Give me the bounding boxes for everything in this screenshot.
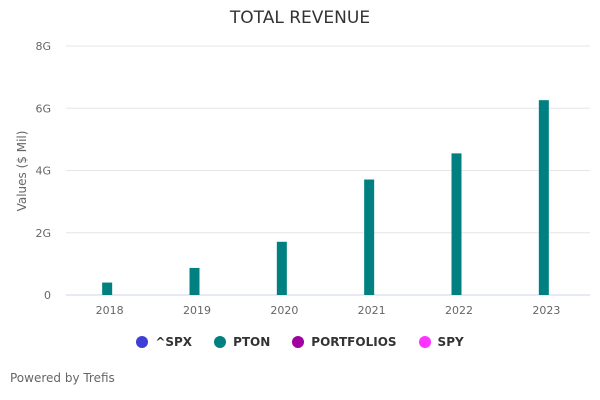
- y-tick-label: 2G: [35, 227, 51, 240]
- y-tick-label: 6G: [35, 102, 51, 115]
- x-tick-label: 2023: [532, 304, 560, 317]
- y-tick-label: 8G: [35, 40, 51, 53]
- bar-pton-2021: [364, 179, 375, 295]
- bar-pton-2018: [102, 282, 113, 295]
- legend-label: PTON: [233, 335, 271, 349]
- legend-item-spx[interactable]: ^SPX: [136, 335, 192, 349]
- x-tick-label: 2022: [445, 304, 473, 317]
- y-tick-label: 4G: [35, 165, 51, 178]
- x-tick-label: 2021: [358, 304, 386, 317]
- legend-item-pton[interactable]: PTON: [214, 335, 270, 349]
- legend: ^SPX PTON PORTFOLIOS SPY: [0, 335, 600, 349]
- y-axis-label: Values ($ Mil): [15, 131, 29, 212]
- powered-by-credit[interactable]: Powered by Trefis: [10, 371, 115, 385]
- legend-item-portfolios[interactable]: PORTFOLIOS: [292, 335, 397, 349]
- legend-label: ^SPX: [155, 335, 193, 349]
- y-tick-label: 0: [44, 289, 51, 302]
- legend-label: SPY: [437, 335, 464, 349]
- legend-dot-icon: [292, 336, 305, 348]
- legend-dot-icon: [418, 336, 431, 348]
- bar-pton-2023: [538, 100, 549, 295]
- bar-pton-2022: [451, 153, 462, 295]
- x-tick-label: 2020: [270, 304, 298, 317]
- x-tick-label: 2018: [96, 304, 124, 317]
- legend-dot-icon: [136, 336, 149, 348]
- bar-pton-2019: [189, 267, 200, 295]
- x-tick-label: 2019: [183, 304, 211, 317]
- legend-label: PORTFOLIOS: [311, 335, 397, 349]
- legend-dot-icon: [214, 336, 227, 348]
- legend-item-spy[interactable]: SPY: [418, 335, 464, 349]
- chart-title: TOTAL REVENUE: [229, 8, 371, 28]
- bar-pton-2020: [276, 241, 287, 295]
